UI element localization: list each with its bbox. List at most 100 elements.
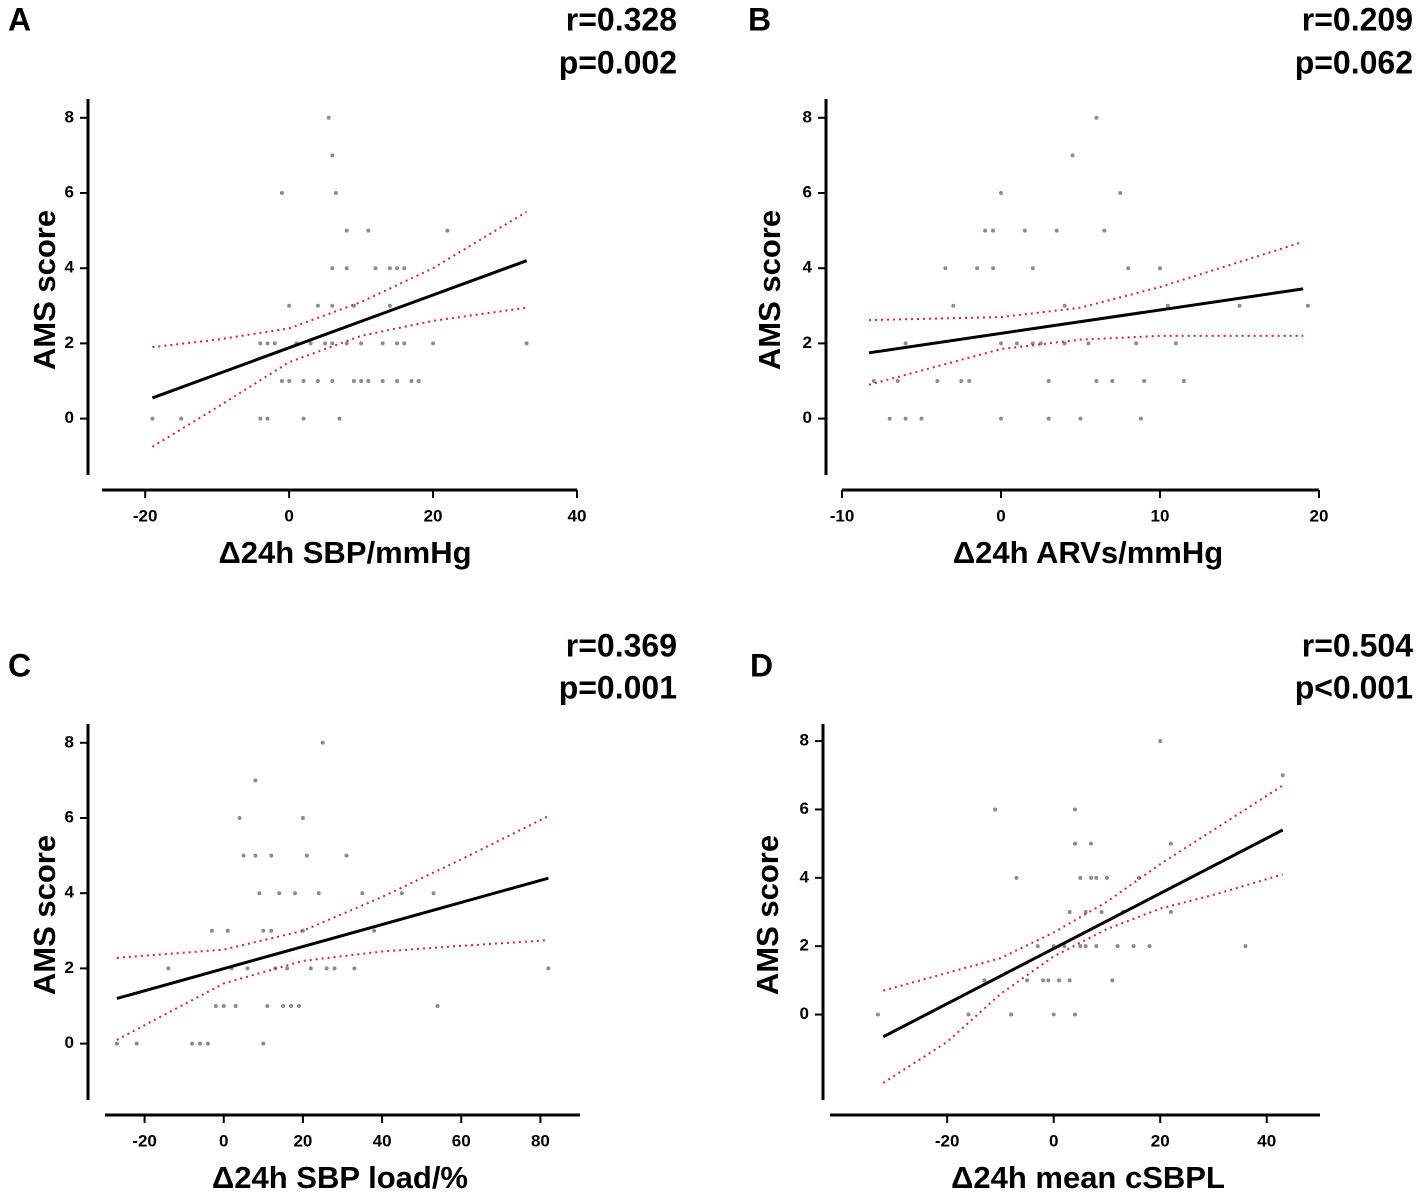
y-tick-label: 6 bbox=[803, 182, 812, 201]
panel-letter: B bbox=[748, 1, 771, 37]
annotation: p=0.001 bbox=[559, 669, 677, 705]
data-point bbox=[205, 1041, 210, 1046]
data-point bbox=[431, 891, 436, 896]
data-point bbox=[326, 115, 331, 120]
data-point bbox=[871, 379, 876, 383]
data-point bbox=[233, 1004, 238, 1008]
annotation: p=0.002 bbox=[559, 44, 677, 80]
data-point bbox=[380, 341, 385, 346]
data-point bbox=[257, 891, 262, 896]
data-point bbox=[279, 379, 284, 383]
x-tick-label: 80 bbox=[531, 1131, 550, 1150]
panel-letter: A bbox=[8, 1, 31, 37]
data-point bbox=[983, 228, 988, 233]
data-point bbox=[323, 341, 328, 346]
x-tick-label: -20 bbox=[935, 1131, 960, 1150]
y-tick-label: 2 bbox=[803, 333, 812, 352]
data-point bbox=[1062, 303, 1067, 308]
data-point bbox=[875, 1012, 880, 1017]
data-point bbox=[352, 966, 357, 971]
y-axis-label: AMS score bbox=[752, 210, 787, 370]
y-tick-label: 0 bbox=[65, 1033, 74, 1052]
x-tick-label: 40 bbox=[373, 1131, 392, 1150]
annotation: p=0.062 bbox=[1295, 44, 1413, 80]
data-point bbox=[285, 966, 290, 971]
data-point bbox=[366, 379, 371, 383]
y-tick-label: 6 bbox=[65, 182, 74, 201]
data-point bbox=[344, 266, 349, 271]
x-tick-label: 20 bbox=[1310, 506, 1329, 525]
confidence-band-upper bbox=[869, 240, 1304, 322]
data-point bbox=[258, 416, 263, 421]
y-tick-label: 8 bbox=[65, 732, 74, 751]
data-point bbox=[287, 303, 292, 308]
data-point bbox=[179, 416, 184, 421]
data-point bbox=[359, 379, 364, 383]
data-point bbox=[1305, 303, 1310, 308]
x-tick-label: 40 bbox=[1257, 1131, 1276, 1150]
annotation: r=0.328 bbox=[566, 1, 677, 37]
data-point bbox=[333, 191, 338, 195]
data-point bbox=[301, 379, 306, 383]
data-point bbox=[330, 266, 335, 271]
data-point bbox=[887, 416, 892, 421]
data-point bbox=[1078, 875, 1083, 880]
data-point bbox=[308, 966, 313, 971]
data-point bbox=[1067, 978, 1072, 983]
data-point bbox=[150, 416, 155, 421]
x-axis-label: Δ24h SBP load/% bbox=[212, 1160, 468, 1195]
data-point bbox=[1168, 841, 1173, 846]
y-tick-label: 0 bbox=[65, 408, 74, 427]
data-point bbox=[269, 853, 274, 858]
regression-line bbox=[151, 259, 528, 400]
data-point bbox=[1138, 416, 1143, 421]
data-point bbox=[253, 778, 258, 783]
data-point bbox=[1046, 978, 1051, 983]
data-point bbox=[1073, 807, 1077, 812]
data-point bbox=[1181, 379, 1186, 383]
data-point bbox=[209, 928, 214, 933]
y-tick-label: 4 bbox=[65, 258, 75, 277]
y-tick-label: 6 bbox=[65, 807, 74, 826]
data-point bbox=[1078, 944, 1083, 949]
data-point bbox=[395, 379, 400, 383]
data-point bbox=[402, 266, 407, 271]
data-point bbox=[1014, 341, 1019, 346]
data-point bbox=[993, 807, 998, 812]
data-point bbox=[1009, 1012, 1014, 1017]
x-tick-label: -10 bbox=[830, 506, 855, 525]
data-point bbox=[1073, 1012, 1077, 1017]
data-point bbox=[991, 266, 996, 271]
data-point bbox=[237, 816, 242, 820]
regression-line bbox=[868, 287, 1304, 355]
data-point bbox=[1131, 944, 1136, 949]
data-point bbox=[387, 266, 392, 271]
data-point bbox=[1083, 910, 1088, 914]
data-point bbox=[1035, 944, 1040, 949]
y-tick-label: 4 bbox=[800, 867, 810, 886]
data-point bbox=[1126, 266, 1131, 271]
data-point bbox=[435, 1004, 440, 1008]
regression-line bbox=[116, 876, 549, 1000]
data-point bbox=[277, 891, 282, 896]
data-point bbox=[999, 191, 1003, 195]
data-point bbox=[1057, 978, 1062, 983]
data-point bbox=[935, 379, 940, 383]
data-point bbox=[304, 853, 309, 858]
data-point bbox=[265, 416, 270, 421]
x-tick-label: 20 bbox=[1151, 1131, 1170, 1150]
confidence-band-lower bbox=[151, 306, 527, 448]
data-point bbox=[344, 228, 349, 233]
data-point bbox=[293, 891, 297, 896]
data-point bbox=[1168, 910, 1173, 914]
x-tick-label: 10 bbox=[1151, 506, 1170, 525]
data-point bbox=[198, 1041, 202, 1046]
data-point bbox=[330, 379, 335, 383]
data-point bbox=[1094, 379, 1099, 383]
data-point bbox=[1073, 841, 1077, 846]
data-point bbox=[344, 341, 349, 346]
x-axis-label: Δ24h mean cSBPL bbox=[951, 1160, 1225, 1195]
data-point bbox=[395, 341, 400, 346]
data-point bbox=[1025, 978, 1030, 983]
